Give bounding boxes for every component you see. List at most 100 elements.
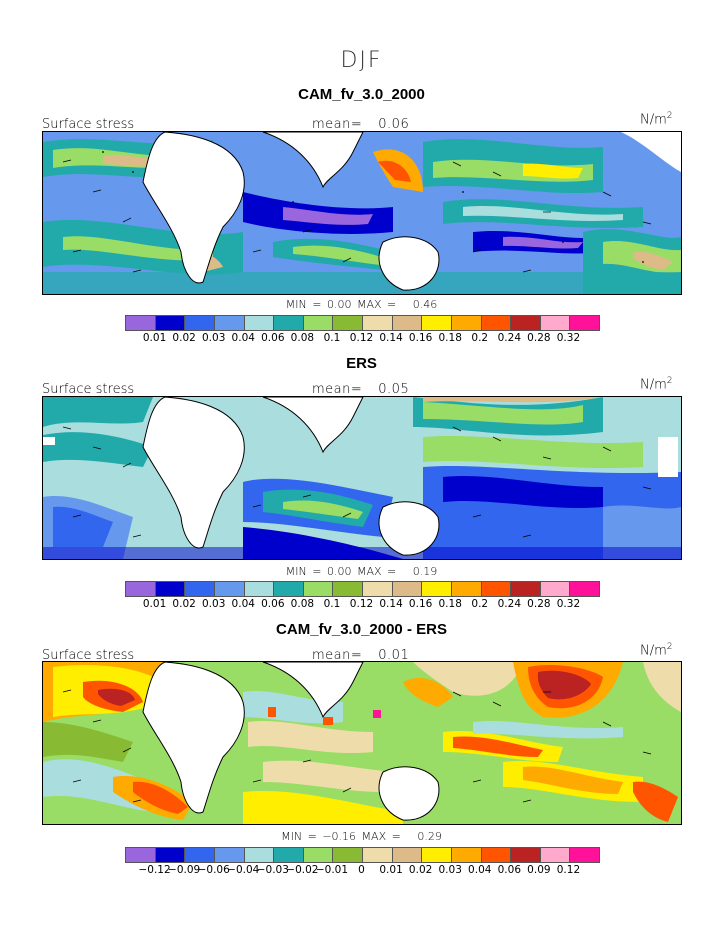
panel-1-minmax: MIN = 0.00 MAX = 0.46 bbox=[0, 298, 723, 311]
colorbar-swatch bbox=[155, 582, 186, 596]
max-value: 0.19 bbox=[412, 565, 438, 578]
colorbar-swatch bbox=[363, 316, 393, 330]
colorbar-tick-label: 0 bbox=[358, 864, 365, 876]
panel-3-colorbar-ticks: −0.12 −0.09 −0.06 −0.04 −0.03 −0.02 −0.01 0 0.01… bbox=[125, 864, 598, 876]
colorbar-tick-label: 0.14 bbox=[379, 598, 403, 610]
panel-2-colorbar-ticks: 0.01 0.02 0.03 0.04 0.06 0.08 0.1 0.12 0.14 0.16 0… bbox=[125, 598, 598, 610]
min-value: 0.00 bbox=[326, 298, 352, 311]
colorbar-swatch bbox=[126, 848, 156, 862]
panel-2-title: ERS bbox=[346, 355, 377, 372]
season-title: DJF bbox=[340, 48, 383, 73]
colorbar-tick-label: 0.24 bbox=[497, 332, 522, 344]
colorbar-tick-label: 0.32 bbox=[556, 598, 581, 610]
colorbar-tick-label: 0.18 bbox=[438, 332, 462, 344]
colorbar-swatch bbox=[540, 582, 571, 596]
colorbar-swatch bbox=[570, 316, 599, 330]
colorbar-swatch bbox=[244, 316, 275, 330]
colorbar-swatch bbox=[481, 316, 512, 330]
colorbar-tick-label: 0.03 bbox=[438, 864, 462, 876]
colorbar-swatch bbox=[244, 582, 275, 596]
colorbar-tick-label: 0.32 bbox=[556, 332, 581, 344]
colorbar-tick-label: −0.01 bbox=[315, 864, 349, 876]
colorbar-swatch bbox=[451, 316, 482, 330]
panel-2-unit: N/m2 bbox=[640, 376, 673, 392]
colorbar-swatch bbox=[422, 582, 452, 596]
panel-3-variable-label: Surface stress bbox=[42, 648, 135, 663]
colorbar-swatch bbox=[214, 582, 245, 596]
colorbar-tick-label: 0.01 bbox=[142, 598, 167, 610]
colorbar-tick-label: 0.1 bbox=[323, 332, 341, 344]
max-label: MAX = bbox=[361, 830, 401, 843]
min-value: −0.16 bbox=[322, 830, 357, 843]
colorbar-tick-label: 0.04 bbox=[231, 598, 255, 610]
colorbar-tick-label: 0.04 bbox=[468, 864, 492, 876]
colorbar-tick-label: 0.06 bbox=[261, 598, 285, 610]
panel-2-map bbox=[42, 396, 682, 560]
colorbar-swatch bbox=[126, 316, 156, 330]
panel-1-title: CAM_fv_3.0_2000 bbox=[298, 86, 425, 103]
mean-value: 0.05 bbox=[378, 382, 410, 397]
colorbar-swatch bbox=[303, 316, 334, 330]
panel-1-mean: mean= 0.06 bbox=[312, 117, 409, 132]
colorbar-tick-label: −0.12 bbox=[138, 864, 171, 876]
colorbar-tick-label: 0.04 bbox=[231, 332, 255, 344]
colorbar-tick-label: 0.08 bbox=[290, 598, 315, 610]
colorbar-swatch bbox=[451, 582, 482, 596]
panel-1-colorbar-ticks: 0.01 0.02 0.03 0.04 0.06 0.08 0.1 0.12 0.14 0.16 0… bbox=[125, 332, 598, 344]
colorbar-swatch bbox=[422, 316, 452, 330]
unit-label: N/m bbox=[640, 377, 667, 393]
unit-exponent: 2 bbox=[666, 642, 673, 652]
panel-1-variable-label: Surface stress bbox=[42, 117, 135, 132]
mean-label: mean= bbox=[312, 382, 363, 397]
colorbar-swatch bbox=[155, 316, 186, 330]
colorbar-tick-label: 0.12 bbox=[349, 598, 374, 610]
colorbar-swatch bbox=[185, 582, 215, 596]
colorbar-swatch bbox=[363, 848, 393, 862]
panel-1-map bbox=[42, 131, 682, 295]
colorbar-tick-label: 0.09 bbox=[527, 864, 551, 876]
unit-exponent: 2 bbox=[666, 111, 673, 121]
colorbar-tick-label: 0.02 bbox=[172, 598, 196, 610]
max-label: MAX = bbox=[356, 298, 397, 311]
colorbar-swatch bbox=[540, 316, 571, 330]
panel-3-colorbar bbox=[125, 847, 600, 863]
mean-label: mean= bbox=[312, 117, 363, 132]
colorbar-swatch bbox=[303, 848, 334, 862]
unit-label: N/m bbox=[640, 643, 667, 659]
colorbar-tick-label: 0.03 bbox=[201, 598, 226, 610]
colorbar-tick-label: 0.14 bbox=[379, 332, 403, 344]
colorbar-swatch bbox=[422, 848, 452, 862]
panel-2-colorbar bbox=[125, 581, 600, 597]
colorbar-swatch bbox=[392, 316, 423, 330]
colorbar-tick-label: 0.24 bbox=[497, 598, 522, 610]
panel-1-colorbar bbox=[125, 315, 600, 331]
max-value: 0.46 bbox=[412, 298, 438, 311]
colorbar-swatch bbox=[333, 316, 363, 330]
panel-2-variable-label: Surface stress bbox=[42, 382, 135, 397]
colorbar-tick-label: 0.12 bbox=[349, 332, 374, 344]
max-label: MAX = bbox=[356, 565, 397, 578]
min-label: MIN = bbox=[285, 565, 322, 578]
panel-2-mean: mean= 0.05 bbox=[312, 382, 409, 397]
unit-label: N/m bbox=[640, 112, 667, 128]
max-value: 0.29 bbox=[417, 830, 442, 843]
colorbar-swatch bbox=[214, 316, 245, 330]
colorbar-swatch bbox=[333, 582, 363, 596]
colorbar-tick-label: 0.06 bbox=[497, 864, 522, 876]
colorbar-tick-label: −0.04 bbox=[227, 864, 260, 876]
colorbar-swatch bbox=[274, 582, 304, 596]
colorbar-swatch bbox=[126, 582, 156, 596]
colorbar-tick-label: 0.02 bbox=[172, 332, 196, 344]
panel-3-unit: N/m2 bbox=[640, 642, 673, 658]
panel-3-map bbox=[42, 661, 682, 825]
colorbar-tick-label: 0.03 bbox=[201, 332, 226, 344]
colorbar-swatch bbox=[274, 316, 304, 330]
colorbar-tick-label: 0.2 bbox=[471, 598, 489, 610]
colorbar-tick-label: 0.1 bbox=[323, 598, 341, 610]
colorbar-tick-label: 0.12 bbox=[556, 864, 581, 876]
unit-exponent: 2 bbox=[666, 376, 673, 386]
colorbar-swatch bbox=[185, 316, 215, 330]
min-label: MIN = bbox=[285, 298, 322, 311]
colorbar-tick-label: −0.02 bbox=[286, 864, 319, 876]
colorbar-swatch bbox=[392, 582, 423, 596]
